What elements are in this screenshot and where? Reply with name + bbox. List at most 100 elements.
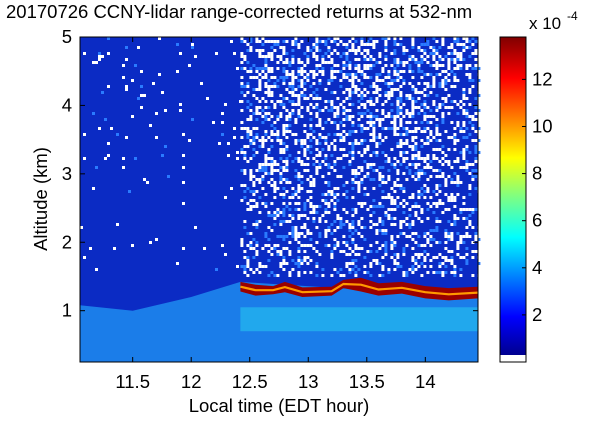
noise-pixel <box>345 253 349 256</box>
noise-pixel <box>255 205 259 208</box>
noise-pixel <box>240 52 244 55</box>
noise-pixel <box>300 142 304 145</box>
noise-pixel <box>366 250 370 253</box>
noise-pixel <box>267 259 271 262</box>
noise-pixel <box>417 205 421 208</box>
noise-pixel <box>462 112 466 115</box>
noise-pixel <box>423 73 427 76</box>
noise-pixel <box>453 49 457 52</box>
noise-pixel <box>354 73 358 76</box>
noise-pixel <box>390 115 394 118</box>
noise-pixel <box>345 109 349 112</box>
noise-pixel <box>345 43 349 46</box>
noise-pixel <box>378 73 382 76</box>
noise-pixel <box>264 73 268 76</box>
noise-pixel <box>351 82 355 85</box>
noise-pixel <box>414 58 418 61</box>
noise-pixel <box>423 118 427 121</box>
noise-pixel <box>435 94 439 97</box>
noise-pixel <box>408 82 412 85</box>
noise-pixel <box>474 64 478 67</box>
noise-pixel <box>255 133 259 136</box>
cloud-layer <box>240 277 479 301</box>
noise-pixel <box>414 91 418 94</box>
noise-pixel <box>462 157 466 160</box>
noise-pixel <box>342 76 346 79</box>
noise-pixel <box>122 166 125 169</box>
noise-pixel <box>375 151 379 154</box>
noise-pixel <box>291 94 295 97</box>
noise-pixel <box>261 136 265 139</box>
noise-pixel <box>384 91 388 94</box>
noise-pixel <box>432 229 436 232</box>
noise-pixel <box>249 178 253 181</box>
noise-pixel <box>363 160 367 163</box>
noise-pixel <box>474 97 478 100</box>
noise-pixel <box>438 253 442 256</box>
noise-pixel <box>297 100 301 103</box>
noise-pixel <box>258 169 262 172</box>
noise-pixel <box>468 163 472 166</box>
noise-pixel <box>324 139 328 142</box>
noise-pixel <box>360 142 364 145</box>
noise-pixel <box>357 94 361 97</box>
noise-pixel <box>426 241 430 244</box>
noise-pixel <box>384 136 388 139</box>
noise-pixel <box>351 226 355 229</box>
noise-pixel <box>447 163 451 166</box>
noise-pixel <box>405 274 409 277</box>
noise-pixel <box>396 262 400 265</box>
noise-pixel <box>249 76 253 79</box>
noise-pixel <box>279 181 283 184</box>
noise-pixel <box>221 133 224 136</box>
noise-pixel <box>426 163 430 166</box>
noise-pixel <box>408 67 412 70</box>
noise-pixel <box>399 163 403 166</box>
noise-pixel <box>243 268 247 271</box>
noise-pixel <box>342 139 346 142</box>
noise-pixel <box>411 103 415 106</box>
noise-pixel <box>285 58 289 61</box>
noise-pixel <box>468 151 472 154</box>
noise-pixel <box>369 58 373 61</box>
noise-pixel <box>435 184 439 187</box>
noise-pixel <box>125 85 128 88</box>
noise-pixel <box>83 256 86 259</box>
noise-pixel <box>360 169 364 172</box>
noise-pixel <box>435 139 439 142</box>
noise-pixel <box>345 181 349 184</box>
noise-pixel <box>297 274 301 277</box>
noise-pixel <box>249 46 253 49</box>
noise-pixel <box>348 142 352 145</box>
noise-pixel <box>411 97 415 100</box>
noise-pixel <box>221 112 224 115</box>
noise-pixel <box>456 232 460 235</box>
noise-pixel <box>411 145 415 148</box>
noise-pixel <box>453 274 457 277</box>
noise-pixel <box>288 61 292 64</box>
noise-pixel <box>432 238 436 241</box>
noise-pixel <box>444 247 448 250</box>
noise-pixel <box>468 73 472 76</box>
noise-pixel <box>423 259 427 262</box>
noise-pixel <box>363 226 367 229</box>
noise-pixel <box>315 148 319 151</box>
noise-pixel <box>387 271 391 274</box>
noise-pixel <box>402 115 406 118</box>
noise-pixel <box>303 151 307 154</box>
noise-pixel <box>375 259 379 262</box>
noise-pixel <box>411 115 415 118</box>
noise-pixel <box>465 67 469 70</box>
noise-pixel <box>303 250 307 253</box>
noise-pixel <box>468 76 472 79</box>
noise-pixel <box>221 244 224 247</box>
noise-pixel <box>246 244 250 247</box>
noise-pixel <box>450 43 454 46</box>
noise-pixel <box>246 118 250 121</box>
noise-pixel <box>417 244 421 247</box>
noise-pixel <box>351 250 355 253</box>
noise-pixel <box>432 85 436 88</box>
noise-pixel <box>249 130 253 133</box>
noise-pixel <box>432 271 436 274</box>
noise-pixel <box>218 142 221 145</box>
